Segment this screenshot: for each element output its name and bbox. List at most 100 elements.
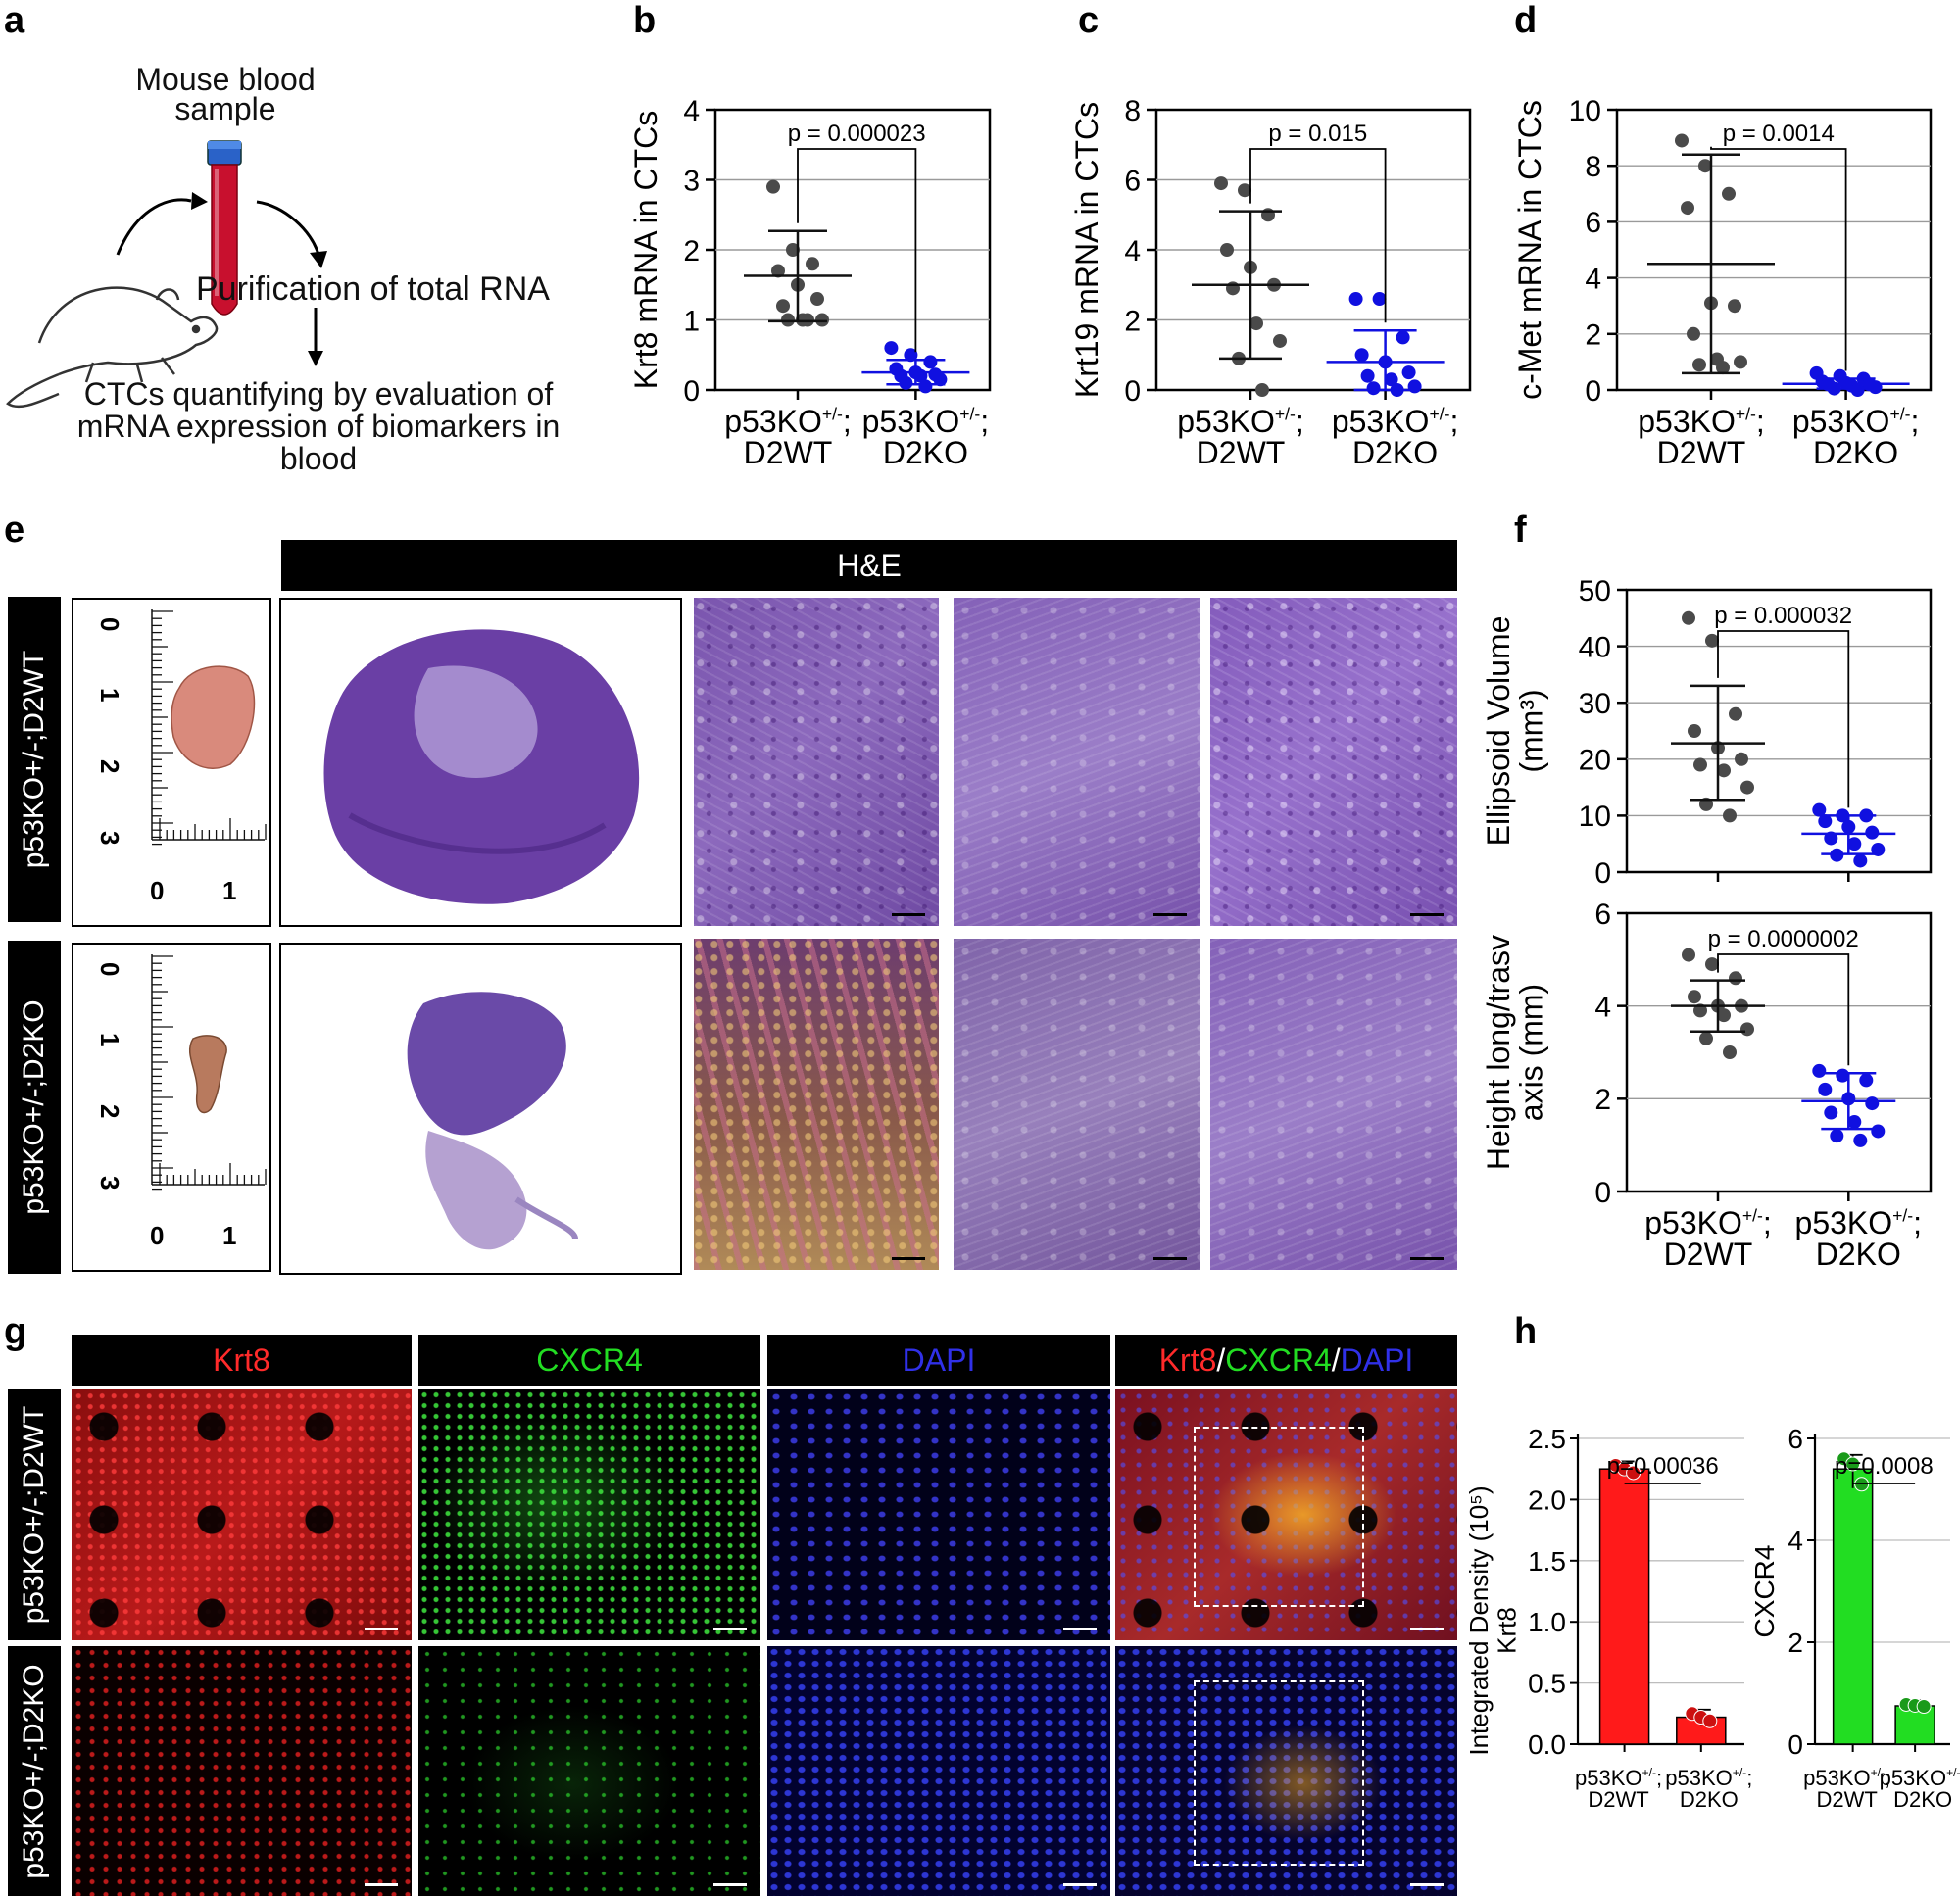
y-tick-label: 20: [1579, 745, 1611, 777]
category-label-line2: D2WT: [1657, 435, 1746, 470]
ruler-tick-1: 1: [95, 688, 124, 702]
data-point: [806, 257, 819, 271]
data-point: [1728, 299, 1741, 314]
ruler-h-tick-1: 1: [222, 1221, 236, 1250]
data-point: [1871, 1124, 1886, 1139]
if-dapi-d2ko: [767, 1646, 1110, 1896]
data-point: [781, 313, 795, 327]
category-label: p53KO+/-;: [1795, 1205, 1923, 1240]
y-tick-label: 2: [683, 235, 700, 267]
data-point: [1868, 380, 1883, 395]
y-tick-label: 1.0: [1528, 1607, 1566, 1637]
data-point: [1723, 808, 1737, 823]
data-point: [815, 313, 829, 327]
panel-label-g: g: [4, 1311, 27, 1352]
data-point: [1226, 281, 1240, 296]
he-header: H&E: [281, 540, 1457, 591]
zoom-box: [1194, 1427, 1364, 1607]
data-point: [1273, 333, 1287, 348]
data-point: [1238, 183, 1251, 198]
ruler-tick-2: 2: [95, 759, 124, 773]
y-tick-label: 2: [1594, 1084, 1611, 1116]
data-point: [884, 341, 899, 356]
panel-label-h: h: [1514, 1311, 1538, 1352]
ruler-tick-0: 0: [95, 962, 124, 976]
tumor-d2wt: [171, 665, 256, 769]
data-point: [1348, 292, 1363, 307]
bar: [1832, 1468, 1874, 1745]
data-point: [1698, 159, 1712, 173]
data-point: [786, 243, 800, 257]
data-point: [1740, 780, 1754, 795]
y-axis-label-2: (mm³): [1514, 689, 1549, 772]
y-tick-label: 1: [683, 305, 700, 337]
p-value-label: p = 0.015: [1268, 121, 1367, 147]
he-tile-d2ko-2: [954, 939, 1200, 1270]
data-point: [1847, 1115, 1862, 1129]
data-point: [1693, 757, 1707, 772]
y-tick-label: 2: [1124, 305, 1141, 337]
mouse-icon: [6, 286, 219, 409]
significance-bracket: [797, 148, 917, 353]
y-tick-label: 0: [1585, 375, 1601, 408]
category-label: p53KO+/-;: [1332, 404, 1459, 439]
category-label: p53KO+/-;: [1665, 1766, 1752, 1790]
y-axis-label: c-Met mRNA in CTCs: [1512, 100, 1547, 400]
data-point: [1220, 243, 1234, 257]
row-label-d2wt-e: p53KO+/-;D2WT: [8, 597, 61, 922]
y-tick-label: 30: [1579, 688, 1611, 720]
y-tick-label: 0: [1594, 1177, 1611, 1209]
ruler-h-tick-0: 0: [150, 1221, 164, 1250]
y-tick-label: 4: [1594, 991, 1611, 1023]
data-point: [1692, 358, 1706, 372]
category-label-line2: D2WT: [744, 435, 833, 470]
y-axis-label-2: axis (mm): [1514, 984, 1549, 1121]
data-point: [1729, 706, 1742, 721]
data-point: [899, 375, 913, 390]
data-point: [1850, 383, 1865, 397]
ruler-icon: 0 1 2 3 0 1: [95, 609, 267, 905]
chart-f1: 0 10 20 30 40 50 Ellipsoid Volume(mm³) p = 0.00…: [1481, 575, 1933, 890]
plot-frame: [1625, 911, 1933, 1193]
category-label: p53KO+/-;: [1644, 1205, 1772, 1240]
panel-label-c: c: [1078, 0, 1100, 41]
category-label: p53KO+/-;: [862, 404, 990, 439]
data-point: [1716, 361, 1730, 375]
panel-a-step2: CTCs quantifying by evaluation of mRNA e…: [76, 376, 561, 476]
y-tick-label: 0: [1788, 1729, 1803, 1760]
data-point: [801, 313, 814, 327]
data-point: [1824, 1105, 1838, 1120]
data-point: [810, 292, 824, 307]
data-point: [1688, 990, 1701, 1004]
data-point: [1261, 208, 1275, 222]
arrow-curve-left: [116, 198, 192, 256]
panel-a-schematic: [6, 140, 327, 409]
p-value-label: p=0.00036: [1607, 1453, 1719, 1480]
data-point: [1396, 330, 1410, 345]
y-tick-label: 0: [683, 375, 700, 408]
if-krt8-d2wt: [72, 1389, 412, 1640]
y-tick-label: 8: [1124, 95, 1141, 127]
y-axis-label: CXCR4: [1749, 1545, 1780, 1638]
p-value-label: p=0.0008: [1835, 1453, 1934, 1480]
significance-bracket: [1250, 148, 1387, 323]
y-tick-label: 4: [1124, 235, 1141, 267]
data-point: [1682, 610, 1695, 625]
y-axis-label: Krt19 mRNA in CTCs: [1069, 102, 1104, 398]
y-tick-label: 4: [1788, 1526, 1803, 1556]
data-point: [1354, 348, 1369, 363]
he-tile-d2wt-1: [694, 598, 939, 926]
ruler-tick-2: 2: [95, 1104, 124, 1118]
ruler-tick-0: 0: [95, 617, 124, 631]
category-label-line2: D2KO: [1680, 1787, 1739, 1812]
data-point: [1705, 957, 1719, 972]
data-point: [1384, 372, 1398, 387]
data-point: [1717, 763, 1731, 778]
data-point: [1853, 1133, 1868, 1147]
data-point: [1360, 368, 1375, 383]
ruler-tick-1: 1: [95, 1033, 124, 1046]
he-section-d2ko: [279, 943, 682, 1275]
arrow-curve-right: [256, 200, 320, 256]
he-tile-d2wt-3: [1210, 598, 1457, 926]
y-tick-label: 50: [1579, 575, 1611, 608]
